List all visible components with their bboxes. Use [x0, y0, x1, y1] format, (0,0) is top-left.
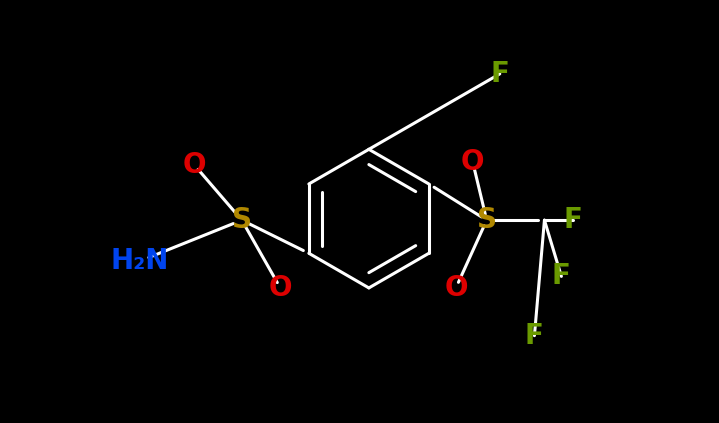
Text: O: O — [461, 148, 485, 176]
Text: F: F — [525, 321, 544, 350]
Text: F: F — [552, 262, 571, 290]
Text: O: O — [444, 274, 467, 302]
Text: S: S — [232, 206, 252, 234]
Text: S: S — [477, 206, 497, 234]
Text: O: O — [183, 151, 206, 179]
Text: F: F — [564, 206, 582, 234]
Text: H₂N: H₂N — [111, 247, 170, 275]
Text: F: F — [490, 60, 509, 88]
Text: O: O — [269, 274, 292, 302]
